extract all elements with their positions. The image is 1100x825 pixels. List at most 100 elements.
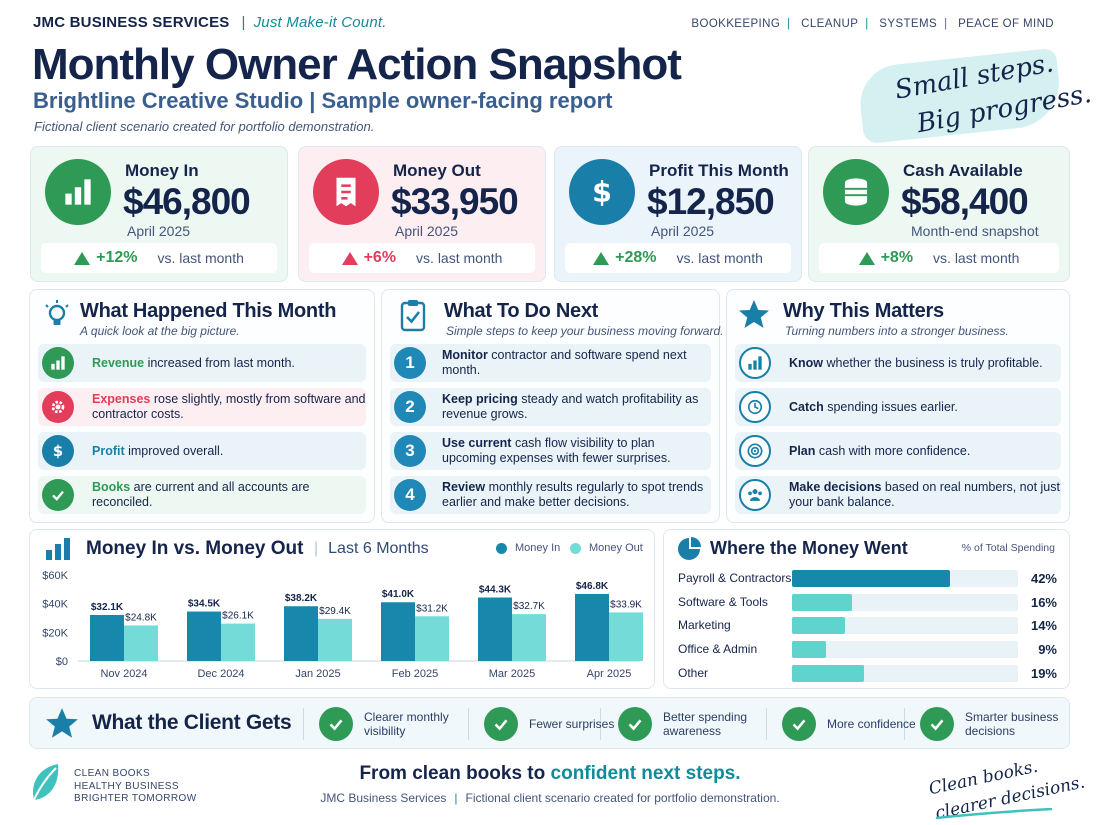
kpi-period: Month-end snapshot <box>911 223 1039 239</box>
client-benefit-text: Better spending awareness <box>663 710 748 738</box>
spending-note: % of Total Spending <box>961 542 1055 554</box>
people-icon <box>739 479 771 511</box>
y-tick-label: $40K <box>42 599 68 611</box>
kpi-change: +12% vs. last month <box>41 243 277 273</box>
brand-name: JMC BUSINESS SERVICES <box>33 14 230 31</box>
todo-item: 4 Review monthly results regularly to spo… <box>390 476 711 514</box>
spending-row: Marketing 14% <box>678 616 1057 634</box>
step-number: 1 <box>394 347 426 379</box>
spending-panel: Where the Money Went % of Total Spending… <box>663 529 1070 689</box>
clock-icon <box>739 391 771 423</box>
bar-chart-icon <box>46 538 70 560</box>
spending-row: Payroll & Contractors 42% <box>678 569 1057 587</box>
why-keyword: Plan <box>789 443 816 458</box>
kpi-change-value: +28% <box>615 249 657 266</box>
check-icon <box>42 479 74 511</box>
page-title: Monthly Owner Action Snapshot <box>32 40 682 89</box>
bar-money-out <box>415 616 449 661</box>
bar-money-in <box>478 597 512 661</box>
nav-systems[interactable]: SYSTEMS <box>879 18 938 30</box>
y-tick-label: $60K <box>42 570 68 582</box>
spending-percent: 16% <box>1030 594 1057 610</box>
money-chart-panel: Money In vs. Money Out | Last 6 Months Mo… <box>29 529 655 689</box>
chart-subtitle: | Last 6 Months <box>314 540 429 557</box>
page-note: Fictional client scenario created for po… <box>34 119 375 134</box>
bar-chart-icon <box>45 159 111 225</box>
spending-track <box>792 593 1018 611</box>
happened-detail: rose slightly, mostly from software and … <box>92 392 366 421</box>
kpi-card: Money Out $33,950 April 2025 +6% vs. last mo… <box>298 146 546 282</box>
happened-detail: increased from last month. <box>144 355 295 370</box>
spending-bar <box>792 569 951 587</box>
spending-track <box>792 569 1018 587</box>
footer-slogan-line: BRIGHTER TOMORROW <box>74 793 197 804</box>
client-benefit-text: Smarter business decisions <box>965 710 1059 738</box>
spending-row: Other 19% <box>678 664 1057 682</box>
divider <box>766 708 767 740</box>
happened-text: Books are current and all accounts are r… <box>92 480 366 510</box>
bar-chart-icon <box>42 347 74 379</box>
todo-text: Review monthly results regularly to spot… <box>442 480 711 510</box>
x-category-label: Apr 2025 <box>587 668 632 680</box>
todo-detail: cash flow visibility to plan upcoming ex… <box>442 436 671 465</box>
spending-percent: 42% <box>1030 570 1057 586</box>
client-benefit: Fewer surprises <box>484 704 629 744</box>
kpi-change: +28% vs. last month <box>565 243 791 273</box>
coins-icon <box>823 159 889 225</box>
client-gets-strip: What the Client Gets Clearer monthly vis… <box>29 697 1070 749</box>
bar-data-label: $31.2K <box>416 603 448 614</box>
clipboard-check-icon <box>400 300 426 332</box>
kpi-period: April 2025 <box>127 223 191 239</box>
what-to-do-panel: What To Do Next Simple steps to keep you… <box>381 289 723 523</box>
bar-chart-icon <box>739 347 771 379</box>
why-detail: based on real numbers, not just your ban… <box>789 480 1060 509</box>
check-circle-icon <box>782 707 816 741</box>
kpi-compare: vs. last month <box>933 250 1020 266</box>
bar-data-label: $24.8K <box>125 612 157 623</box>
brand: JMC BUSINESS SERVICES | Just Make-it Count… <box>33 14 387 31</box>
kpi-compare: vs. last month <box>157 250 244 266</box>
spending-category: Other <box>678 666 709 680</box>
bar-money-out <box>512 614 546 661</box>
divider <box>468 708 469 740</box>
spending-category: Marketing <box>678 618 731 632</box>
up-arrow-icon <box>341 251 358 265</box>
spending-bar <box>792 640 826 658</box>
dollar-icon: $ <box>569 159 635 225</box>
happened-keyword: Expenses <box>92 392 151 406</box>
money-bar-chart: $60K $40K $20K $0 $32.1K$24.8K Nov 2024 $34.5K… <box>42 570 643 680</box>
legend-money-out: Money Out <box>570 542 643 554</box>
why-item: Plan cash with more confidence. <box>735 432 1061 470</box>
kpi-value: $12,850 <box>647 181 775 222</box>
up-arrow-icon <box>74 251 91 265</box>
kpi-card: Money In $46,800 April 2025 +12% vs. last mo… <box>30 146 288 282</box>
spending-percent: 9% <box>1038 641 1057 657</box>
todo-text: Use current cash flow visibility to plan… <box>442 436 711 466</box>
nav-peace-of-mind[interactable]: PEACE OF MIND <box>958 18 1054 30</box>
todo-detail: contractor and software spend next month… <box>442 348 687 377</box>
divider <box>904 708 905 740</box>
underline-stroke <box>935 808 1053 820</box>
spending-track <box>792 616 1018 634</box>
nav-bookkeeping[interactable]: BOOKKEEPING <box>691 18 781 30</box>
kpi-compare: vs. last month <box>416 250 503 266</box>
todo-keyword: Monitor <box>442 348 488 362</box>
footer-slogan-line: HEALTHY BUSINESS <box>74 780 179 792</box>
check-circle-icon <box>920 707 954 741</box>
bar-data-label: $44.3K <box>479 585 512 596</box>
happened-keyword: Revenue <box>92 355 145 370</box>
bar-data-label: $33.9K <box>610 599 642 610</box>
svg-text:$: $ <box>592 176 612 209</box>
nav-cleanup[interactable]: CLEANUP <box>801 18 859 30</box>
kpi-value: $33,950 <box>391 181 519 222</box>
bar-data-label: $34.5K <box>188 599 221 610</box>
todo-detail: steady and watch profitability as revenu… <box>442 392 699 421</box>
bar-money-out <box>124 625 158 661</box>
client-benefit: Smarter business decisions <box>920 704 1085 744</box>
why-text: Plan cash with more confidence. <box>789 444 970 459</box>
kpi-value: $58,400 <box>901 181 1029 222</box>
footer-headline: From clean books to confident next steps… <box>359 763 741 784</box>
kpi-value: $46,800 <box>123 181 251 222</box>
lightbulb-icon <box>45 300 69 325</box>
top-nav: BOOKKEEPING | CLEANUP | SYSTEMS | PEACE OF … <box>691 18 1054 30</box>
